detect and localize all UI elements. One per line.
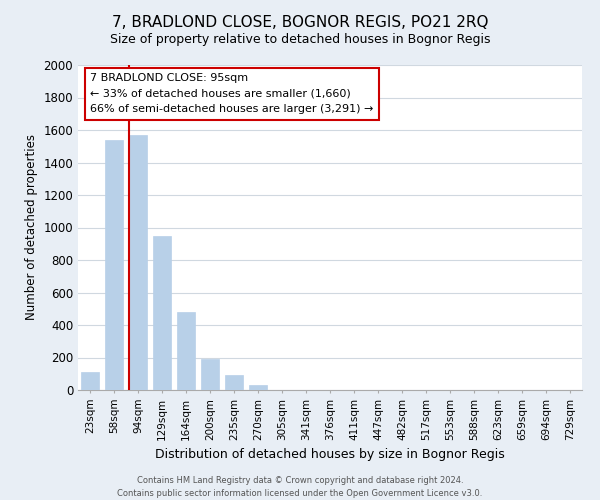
- Y-axis label: Number of detached properties: Number of detached properties: [25, 134, 38, 320]
- Text: 7, BRADLOND CLOSE, BOGNOR REGIS, PO21 2RQ: 7, BRADLOND CLOSE, BOGNOR REGIS, PO21 2R…: [112, 15, 488, 30]
- Bar: [153, 236, 171, 390]
- Bar: [201, 359, 219, 390]
- Bar: [177, 312, 195, 390]
- Text: Size of property relative to detached houses in Bognor Regis: Size of property relative to detached ho…: [110, 32, 490, 46]
- Bar: [105, 140, 123, 390]
- Bar: [129, 135, 147, 390]
- Bar: [225, 374, 243, 390]
- Text: 7 BRADLOND CLOSE: 95sqm
← 33% of detached houses are smaller (1,660)
66% of semi: 7 BRADLOND CLOSE: 95sqm ← 33% of detache…: [90, 73, 374, 114]
- Bar: [249, 385, 267, 390]
- Bar: [81, 372, 99, 390]
- Text: Contains HM Land Registry data © Crown copyright and database right 2024.
Contai: Contains HM Land Registry data © Crown c…: [118, 476, 482, 498]
- X-axis label: Distribution of detached houses by size in Bognor Regis: Distribution of detached houses by size …: [155, 448, 505, 461]
